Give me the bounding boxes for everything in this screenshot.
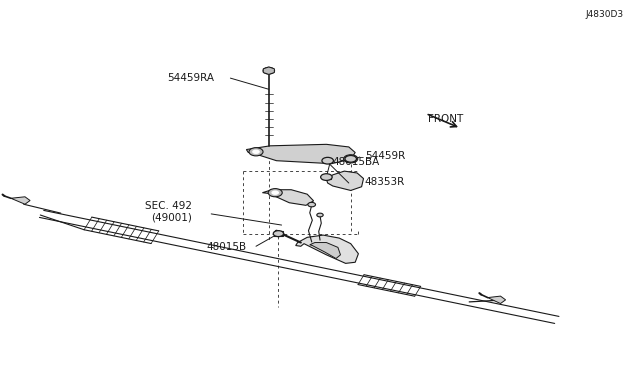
Text: SEC. 492
(49001): SEC. 492 (49001) xyxy=(145,201,192,223)
Text: J4830D3: J4830D3 xyxy=(586,10,624,19)
Circle shape xyxy=(317,213,323,217)
Polygon shape xyxy=(326,171,364,190)
Text: 54459RA: 54459RA xyxy=(168,73,214,83)
Polygon shape xyxy=(296,235,358,263)
Circle shape xyxy=(347,157,355,161)
Text: 54459R: 54459R xyxy=(365,151,405,161)
Circle shape xyxy=(268,189,282,197)
Circle shape xyxy=(321,174,332,180)
Text: 48353R: 48353R xyxy=(365,177,405,187)
Circle shape xyxy=(308,202,316,207)
Polygon shape xyxy=(11,197,30,204)
Polygon shape xyxy=(262,190,314,205)
Circle shape xyxy=(249,148,263,156)
Bar xyxy=(274,231,283,236)
Circle shape xyxy=(252,150,260,154)
Text: 48015BA: 48015BA xyxy=(333,157,380,167)
Circle shape xyxy=(345,155,356,162)
Bar xyxy=(322,175,331,179)
Circle shape xyxy=(273,231,284,237)
Text: 48015B: 48015B xyxy=(206,243,246,252)
Circle shape xyxy=(322,157,333,164)
Circle shape xyxy=(271,190,279,195)
Bar xyxy=(346,157,355,161)
Circle shape xyxy=(263,67,275,74)
Polygon shape xyxy=(488,296,506,304)
Circle shape xyxy=(344,155,358,163)
Polygon shape xyxy=(310,243,340,259)
Polygon shape xyxy=(246,144,355,164)
Text: FRONT: FRONT xyxy=(428,114,463,124)
